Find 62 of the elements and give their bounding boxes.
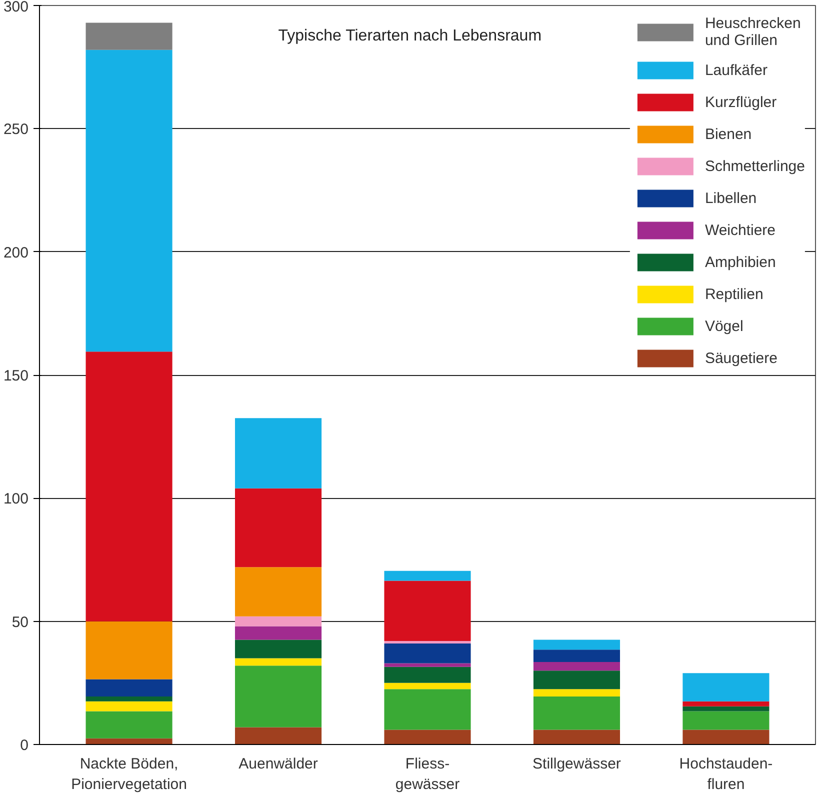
bar: [384, 570, 471, 581]
text: Typische Tierarten nach Lebensraum: [278, 28, 542, 45]
bar: [384, 644, 471, 664]
bar: [86, 696, 172, 702]
y-tick-label: 200: [3, 244, 29, 262]
bar: [384, 682, 471, 690]
bar: [86, 711, 172, 738]
bar: [234, 658, 322, 666]
legend-label: Kurzflügler: [704, 94, 777, 110]
bar: [86, 22, 172, 50]
bar: [533, 640, 620, 650]
bar: [384, 666, 471, 683]
x-tick-label: Auenwälder: [238, 756, 318, 772]
bar: [86, 50, 172, 352]
bar: [234, 616, 322, 626]
bar: [384, 580, 471, 642]
bar: [682, 730, 770, 744]
bar: [533, 730, 620, 744]
bar: [234, 626, 322, 640]
bar: [384, 663, 471, 667]
bar: [234, 727, 322, 744]
y-tick-label: 50: [12, 614, 29, 631]
y-tick-label: 100: [3, 490, 29, 508]
bar: [533, 650, 620, 662]
legend-label: Säugetiere: [704, 350, 778, 366]
y-tick-label: 0: [20, 737, 28, 754]
bar: [682, 706, 770, 712]
bar: [384, 689, 471, 730]
bar: [234, 640, 322, 658]
y-tick-label: 300: [3, 0, 29, 16]
bar: [86, 621, 172, 680]
bar: [86, 352, 172, 622]
bar: [533, 662, 620, 671]
bar: [86, 701, 172, 712]
legend-label: Laufkäfer: [704, 62, 768, 78]
bar: [234, 418, 322, 488]
bar: [533, 670, 620, 690]
legend-label: Bienen: [704, 126, 752, 142]
bar: [682, 701, 770, 706]
bar: [384, 641, 471, 644]
x-tick-label: Fliess- gewässer: [395, 756, 460, 793]
x-tick-label: Hochstauden- fluren: [679, 756, 773, 793]
bar: [234, 488, 322, 568]
bar: [384, 730, 471, 744]
bar: [682, 673, 770, 702]
bar: [682, 711, 770, 730]
bar: [234, 567, 322, 616]
y-tick-label: 250: [3, 121, 29, 138]
legend-label: Vögel: [704, 318, 744, 334]
legend-label: Schmetterlinge: [704, 158, 805, 174]
y-tick-label: 150: [3, 368, 29, 384]
bar: [533, 696, 620, 730]
legend-label: Libellen: [704, 190, 757, 206]
x-tick-label: Stillgewässer: [532, 756, 621, 772]
bar: [533, 689, 620, 696]
legend-label: Amphibien: [704, 254, 776, 270]
legend-label: Weichtiere: [704, 222, 776, 238]
bar: [234, 666, 322, 728]
legend-label: Heuschrecken und Grillen: [704, 15, 801, 49]
x-tick-label: Nackte Böden, Pioniervegetation: [71, 756, 188, 793]
bar: [86, 679, 172, 696]
legend-label: Reptilien: [704, 286, 764, 302]
